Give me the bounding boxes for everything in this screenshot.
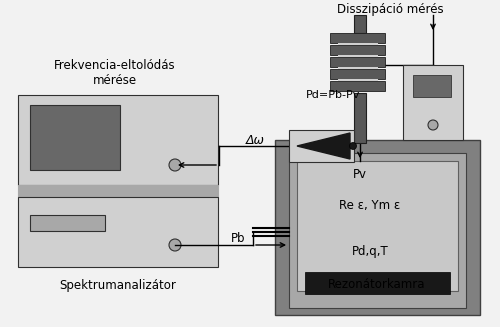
- Bar: [338, 67, 378, 69]
- Bar: [297, 161, 458, 291]
- Bar: [338, 43, 378, 45]
- Circle shape: [428, 120, 438, 130]
- Polygon shape: [297, 133, 350, 159]
- Circle shape: [169, 159, 181, 171]
- Bar: [30, 105, 120, 170]
- Bar: [289, 130, 354, 162]
- Bar: [330, 81, 385, 91]
- Bar: [413, 75, 451, 97]
- Bar: [18, 185, 218, 197]
- Bar: [18, 95, 218, 185]
- Text: Pv: Pv: [353, 168, 367, 181]
- Bar: [30, 215, 105, 231]
- Text: Rezonátorkamra: Rezonátorkamra: [328, 279, 426, 291]
- Bar: [338, 55, 378, 57]
- Circle shape: [169, 239, 181, 251]
- Bar: [18, 197, 218, 267]
- Text: Pd=Pb-Pv: Pd=Pb-Pv: [306, 90, 360, 100]
- Text: Frekvencia-eltolódás
mérése: Frekvencia-eltolódás mérése: [54, 59, 176, 87]
- Bar: [354, 15, 366, 33]
- Text: Disszipáció mérés: Disszipáció mérés: [336, 4, 444, 16]
- Bar: [354, 93, 366, 143]
- Text: Pb: Pb: [230, 232, 245, 245]
- Bar: [338, 79, 378, 81]
- Text: Spektrumanalizátor: Spektrumanalizátor: [60, 279, 176, 291]
- Bar: [289, 153, 466, 308]
- Text: Δω: Δω: [246, 133, 264, 146]
- Bar: [330, 69, 385, 79]
- Bar: [403, 65, 463, 140]
- Bar: [330, 45, 385, 55]
- Bar: [275, 140, 480, 315]
- Bar: [330, 57, 385, 67]
- Text: Re ε, Ym ε: Re ε, Ym ε: [340, 198, 400, 212]
- Text: Pd,q,T: Pd,q,T: [352, 246, 389, 259]
- Bar: [305, 272, 450, 294]
- Circle shape: [350, 143, 356, 149]
- Bar: [330, 33, 385, 43]
